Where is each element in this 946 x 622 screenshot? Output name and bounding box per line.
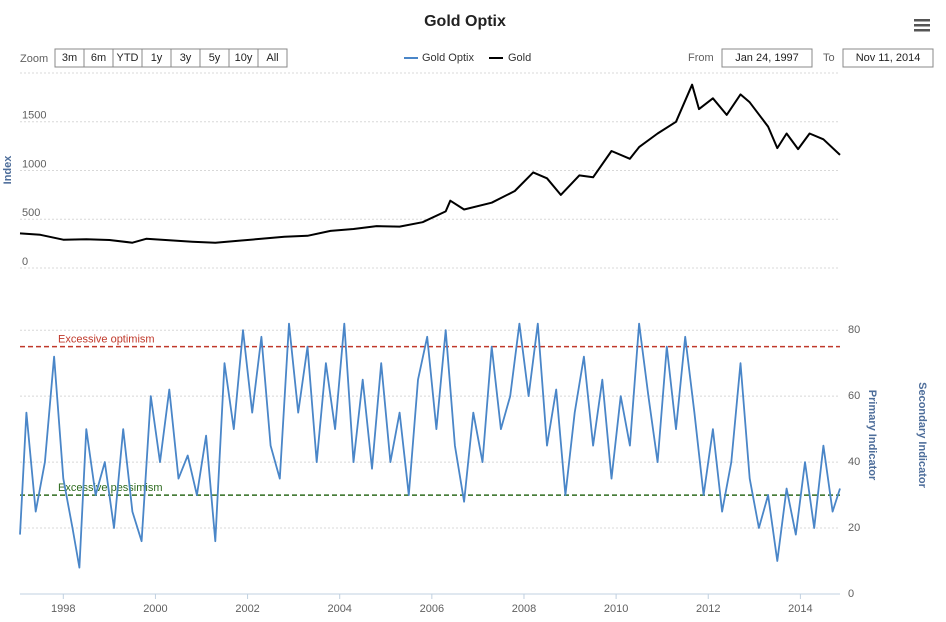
y-tick-label: 0 (848, 588, 854, 600)
x-tick-label: 2002 (235, 603, 259, 615)
button-label: All (266, 52, 278, 64)
menu-icon[interactable] (914, 19, 930, 32)
legend-label[interactable]: Gold (508, 52, 531, 64)
zoom-button[interactable]: 6m (83, 48, 114, 68)
x-tick-label: 2000 (143, 603, 167, 615)
y-axis-title: Primary Indicator (866, 390, 878, 481)
y-tick-label: 500 (22, 207, 40, 219)
button-label: 1y (151, 52, 163, 64)
button-label: 3m (62, 52, 77, 64)
legend: Gold Optix Gold (404, 52, 531, 64)
button-label: 6m (91, 52, 106, 64)
zoom-button[interactable]: 10y (228, 48, 259, 68)
zoom-button[interactable]: YTD (112, 48, 143, 68)
zoom-button[interactable]: 3m (54, 48, 85, 68)
y2-axis-title: Secondary Indicator (916, 382, 928, 488)
y-tick-label: 1000 (22, 158, 46, 170)
zoom-label: Zoom (20, 53, 48, 65)
from-input[interactable]: Jan 24, 1997 (721, 48, 813, 68)
x-tick-label: 1998 (51, 603, 75, 615)
annotation-label: Excessive pessimism (58, 482, 163, 494)
y-axis-title: Index (2, 155, 14, 185)
zoom-button[interactable]: All (257, 48, 288, 68)
x-tick-label: 2014 (788, 603, 812, 615)
chart-title: Gold Optix (424, 13, 506, 30)
to-label: To (823, 52, 835, 64)
y-tick-label: 80 (848, 324, 860, 336)
y-tick-label: 40 (848, 456, 860, 468)
annotation-label: Excessive optimism (58, 334, 155, 346)
x-tick-label: 2010 (604, 603, 628, 615)
zoom-button[interactable]: 3y (170, 48, 201, 68)
to-date: Nov 11, 2014 (856, 52, 921, 64)
x-tick-label: 2008 (512, 603, 536, 615)
button-label: 3y (180, 52, 192, 64)
button-label: YTD (117, 52, 139, 64)
zoom-button[interactable]: 5y (199, 48, 230, 68)
series-line (19, 322, 841, 569)
x-tick-label: 2006 (420, 603, 444, 615)
legend-label[interactable]: Gold Optix (422, 52, 474, 64)
series-line (19, 83, 841, 244)
button-label: 5y (209, 52, 221, 64)
y-tick-label: 1500 (22, 110, 46, 122)
x-tick-label: 2004 (327, 603, 351, 615)
to-input[interactable]: Nov 11, 2014 (842, 48, 934, 68)
x-tick-label: 2012 (696, 603, 720, 615)
button-label: 10y (235, 52, 253, 64)
y-tick-label: 0 (22, 256, 28, 268)
y-tick-label: 60 (848, 390, 860, 402)
zoom-buttons: 3m 6m YTD 1y 3y 5y 10y All (54, 48, 288, 68)
from-date: Jan 24, 1997 (735, 52, 799, 64)
from-label: From (688, 52, 714, 64)
button-box (257, 48, 288, 68)
y-tick-label: 20 (848, 522, 860, 534)
zoom-button[interactable]: 1y (141, 48, 172, 68)
